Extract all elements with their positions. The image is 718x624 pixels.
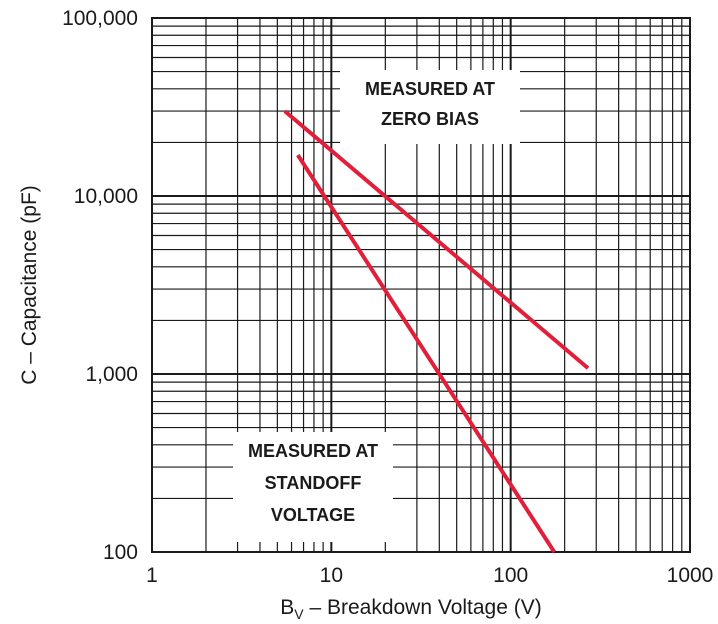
plot-frame [151,17,691,553]
series-line-zero-bias [283,109,590,370]
x-tick-labels: 1 10 100 1000 [146,564,713,587]
series-line-standoff-voltage [296,153,556,554]
annotation-standoff-line-2: STANDOFF [265,473,362,493]
y-tick-label: 10,000 [74,185,138,208]
x-tick-label: 10 [320,564,343,587]
y-tick-labels: 100 1,000 10,000 100,000 [62,7,138,564]
grid-lines [152,18,690,552]
series-layer [283,109,590,554]
x-tick-label: 1 [146,564,158,587]
x-axis-title: BV – Breakdown Voltage (V) [280,596,542,622]
x-tick-label: 1000 [667,564,714,587]
y-tick-label: 100 [103,541,138,564]
annotation-zero-bias-line-2: ZERO BIAS [381,109,479,129]
annotation-zero-bias: MEASURED AT ZERO BIAS [340,70,520,144]
x-tick-label: 100 [493,564,528,587]
x-axis-title-subscript: V [294,606,304,622]
annotation-standoff-line-1: MEASURED AT [248,441,378,461]
y-axis-title: C – Capacitance (pF) [18,185,41,385]
annotation-standoff-voltage: MEASURED AT STANDOFF VOLTAGE [233,432,393,542]
x-axis-title-rest: – Breakdown Voltage (V) [304,596,542,619]
y-tick-label: 100,000 [62,7,138,30]
x-axis-title-main: B [280,596,294,619]
y-tick-label: 1,000 [85,363,138,386]
annotation-zero-bias-line-1: MEASURED AT [365,79,495,99]
annotation-standoff-line-3: VOLTAGE [271,505,355,525]
